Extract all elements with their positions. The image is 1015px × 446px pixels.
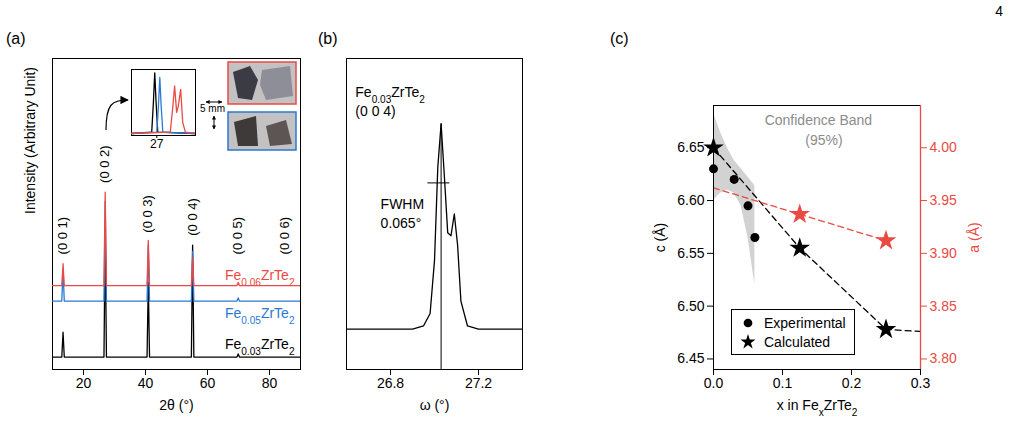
svg-text:x in FexZrTe2: x in FexZrTe2 <box>777 397 858 418</box>
html-text:(c): (c) <box>610 30 629 47</box>
svg-text:3.90: 3.90 <box>930 245 957 261</box>
svg-text:(0 0 4): (0 0 4) <box>185 198 200 236</box>
svg-text:26.8: 26.8 <box>377 375 404 391</box>
svg-text:Confidence Band: Confidence Band <box>765 112 872 128</box>
svg-text:27.2: 27.2 <box>465 375 492 391</box>
svg-text:60: 60 <box>200 375 216 391</box>
svg-text:(0 0 5): (0 0 5) <box>230 217 245 255</box>
svg-text:3.85: 3.85 <box>930 298 957 314</box>
svg-text:0.0: 0.0 <box>704 375 724 391</box>
svg-text:Fe0.06ZrTe2: Fe0.06ZrTe2 <box>225 267 295 288</box>
svg-text:3.80: 3.80 <box>930 350 957 366</box>
html-text:Calculated: Calculated <box>764 333 831 350</box>
svg-text:(0 0 6): (0 0 6) <box>277 217 292 255</box>
html-text:Experimental: Experimental <box>764 314 846 331</box>
svg-text:4.00: 4.00 <box>930 139 957 155</box>
svg-text:ω (°): ω (°) <box>420 397 450 413</box>
svg-text:(95%): (95%) <box>805 132 842 148</box>
svg-text:0.2: 0.2 <box>842 375 862 391</box>
svg-text:27: 27 <box>150 137 164 151</box>
svg-text:Intensity (Arbitrary Unit): Intensity (Arbitrary Unit) <box>22 67 38 214</box>
svg-text:6.60: 6.60 <box>677 192 704 208</box>
svg-text:6.65: 6.65 <box>677 139 704 155</box>
svg-text:6.55: 6.55 <box>677 245 704 261</box>
svg-text:(0 0 4): (0 0 4) <box>355 103 395 119</box>
svg-text:0.1: 0.1 <box>773 375 793 391</box>
svg-text:(0 0 2): (0 0 2) <box>97 145 112 183</box>
svg-text:Fe0.03ZrTe2: Fe0.03ZrTe2 <box>355 84 425 105</box>
svg-text:20: 20 <box>76 375 92 391</box>
svg-text:6.45: 6.45 <box>677 350 704 366</box>
html-text:(b): (b) <box>318 30 338 47</box>
svg-text:FWHM: FWHM <box>381 196 425 212</box>
svg-text:80: 80 <box>262 375 278 391</box>
svg-text:3.95: 3.95 <box>930 192 957 208</box>
svg-text:40: 40 <box>138 375 154 391</box>
html-text:4: 4 <box>995 3 1003 19</box>
svg-text:5 mm: 5 mm <box>200 103 225 114</box>
svg-text:(0 0 3): (0 0 3) <box>140 195 155 233</box>
svg-text:Fe0.03ZrTe2: Fe0.03ZrTe2 <box>225 336 295 357</box>
svg-text:2θ (°): 2θ (°) <box>159 397 193 413</box>
svg-text:(0 0 1): (0 0 1) <box>55 217 70 255</box>
svg-text:6.50: 6.50 <box>677 298 704 314</box>
html-text:(a): (a) <box>6 30 26 47</box>
svg-text:a (Å): a (Å) <box>966 222 982 252</box>
svg-text:c (Å): c (Å) <box>652 223 668 253</box>
svg-text:0.065°: 0.065° <box>381 215 422 231</box>
svg-text:Fe0.05ZrTe2: Fe0.05ZrTe2 <box>225 305 295 326</box>
svg-text:0.3: 0.3 <box>911 375 931 391</box>
